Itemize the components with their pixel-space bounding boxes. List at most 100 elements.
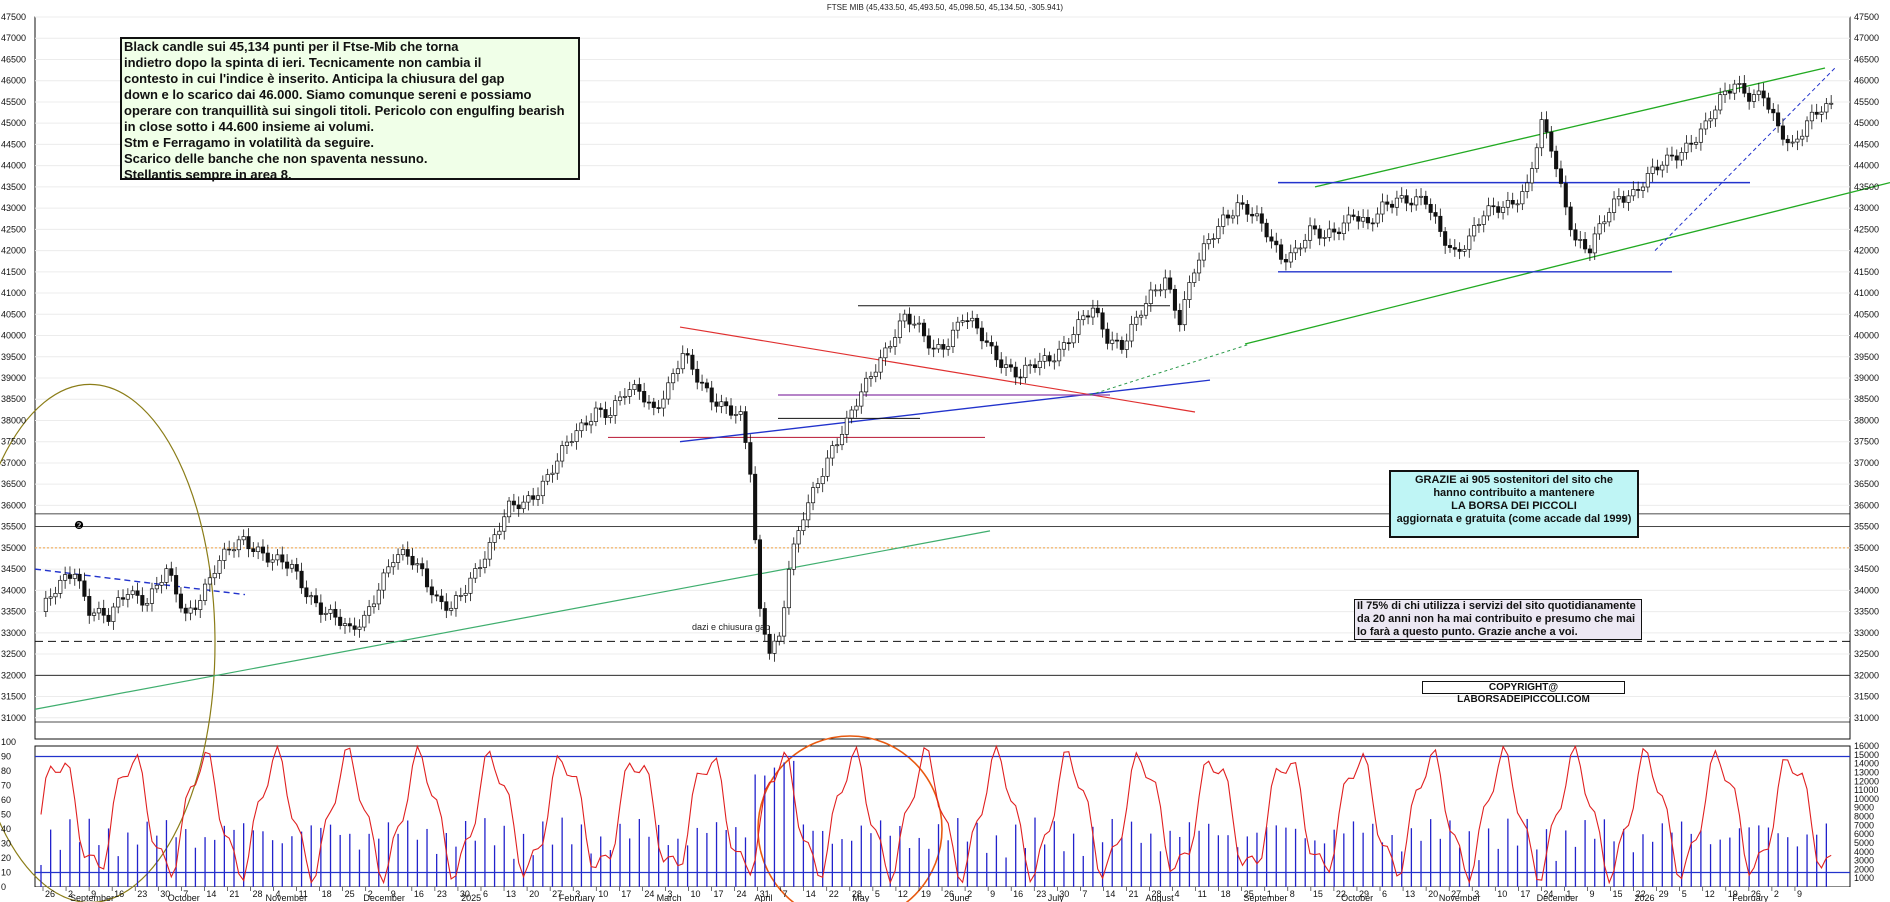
candle-body: [1066, 342, 1071, 345]
price-tick-label: 45500: [1854, 97, 1879, 107]
day-label: 27: [552, 889, 562, 899]
candle-body: [1076, 319, 1081, 335]
candle-body: [1534, 147, 1539, 169]
candle-body: [772, 640, 777, 654]
candle-body: [502, 516, 507, 532]
candle-body: [135, 590, 140, 596]
candle-body: [1023, 364, 1028, 379]
month-label: February: [1732, 893, 1769, 902]
volume-tick-label: 14000: [1854, 759, 1879, 769]
candle-body: [1332, 228, 1337, 233]
candle-body: [1172, 288, 1177, 311]
thanks-line: GRAZIE ai 905 sostenitori del sito che: [1414, 474, 1614, 486]
candle-body: [700, 381, 705, 384]
orange-circle: [757, 735, 943, 902]
candle-body: [646, 401, 652, 404]
candle-body: [246, 536, 251, 550]
price-tick-label: 37500: [1854, 437, 1879, 447]
candle-body: [680, 353, 685, 370]
candle-body: [120, 597, 126, 600]
volume-tick-label: 1000: [1854, 873, 1874, 883]
candle-body: [1751, 94, 1757, 102]
price-axis-left: 31000 31500 32000 32500 33000 33500 34000 34500…: [1, 12, 26, 723]
day-label: 20: [1428, 889, 1438, 899]
candle-body: [92, 612, 97, 616]
month-label: August: [1146, 893, 1175, 902]
price-tick-label: 38500: [1854, 394, 1879, 404]
candle-body: [1182, 299, 1187, 326]
candle-body: [106, 614, 111, 622]
candle-body: [145, 603, 150, 606]
candle-body: [1438, 215, 1443, 232]
candle-body: [1365, 217, 1370, 224]
candle-body: [1829, 102, 1834, 105]
comment-line: contesto in cui l'indice è inserito. Ant…: [124, 71, 505, 86]
price-tick-label: 42500: [1854, 224, 1879, 234]
day-label: 11: [299, 889, 308, 899]
candle-body: [1216, 226, 1221, 239]
candle-body: [545, 474, 550, 482]
candle-body: [1631, 189, 1636, 197]
candle-body: [1143, 303, 1149, 316]
candle-body: [1254, 213, 1260, 217]
volume-tick-label: 7000: [1854, 820, 1874, 830]
channel-lower: [1244, 182, 1890, 345]
candle-body: [1510, 199, 1515, 205]
candle-body: [1616, 196, 1621, 200]
oscillator-tick-label: 70: [1, 781, 11, 791]
candle-body: [1245, 203, 1250, 215]
candle-body: [1105, 328, 1110, 344]
month-label: June: [950, 893, 970, 902]
candle-body: [555, 460, 560, 474]
candle-body: [381, 572, 386, 591]
price-tick-label: 32000: [1854, 670, 1879, 680]
candle-body: [1505, 199, 1510, 208]
candle-body: [1018, 376, 1023, 379]
comment-box: Black candle sui 45,134 punti per il Fts…: [120, 37, 580, 182]
candle-body: [960, 320, 965, 323]
comment-line: Black candle sui 45,134 punti per il Fts…: [124, 39, 459, 54]
candle-body: [728, 405, 734, 416]
candle-body: [391, 562, 396, 568]
day-label: 8: [1290, 889, 1295, 899]
candle-body: [1824, 103, 1829, 113]
day-label: 26: [944, 889, 954, 899]
candle-body: [1423, 195, 1428, 205]
candle-body: [1110, 339, 1115, 344]
candle-body: [256, 546, 261, 552]
day-label: 28: [852, 889, 862, 899]
candle-body: [342, 623, 348, 626]
day-label: 14: [806, 889, 816, 899]
candle-body: [743, 411, 748, 443]
price-tick-label: 45000: [1854, 118, 1879, 128]
candle-body: [1800, 135, 1805, 140]
thanks-line: hanno contribuito a mantenere: [1433, 487, 1595, 499]
month-label: July: [1048, 893, 1065, 902]
day-label: 28: [1151, 889, 1161, 899]
candle-body: [1119, 340, 1124, 350]
candle-body: [1698, 128, 1703, 143]
candle-body: [608, 414, 613, 418]
month-label: October: [168, 893, 200, 902]
candle-body: [1718, 94, 1723, 111]
day-label: 26: [45, 889, 55, 899]
day-label: 15: [1313, 889, 1323, 899]
candle-body: [1655, 166, 1660, 171]
candle-body: [1418, 195, 1424, 198]
day-label: 22: [1636, 889, 1646, 899]
day-label: 11: [1198, 889, 1207, 899]
candle-body: [1814, 111, 1819, 115]
candle-body: [424, 568, 430, 588]
candle-body: [839, 434, 845, 446]
candle-body: [757, 539, 763, 609]
candle-body: [1737, 83, 1742, 85]
candle-body: [82, 580, 87, 597]
candle-body: [463, 592, 468, 596]
candle-body: [1727, 90, 1732, 94]
price-tick-label: 34500: [1854, 564, 1879, 574]
price-tick-label: 39500: [1, 352, 26, 362]
price-tick-label: 36000: [1, 500, 26, 510]
price-tick-label: 42000: [1854, 246, 1879, 256]
candle-body: [101, 607, 106, 616]
price-tick-label: 45500: [1, 97, 26, 107]
